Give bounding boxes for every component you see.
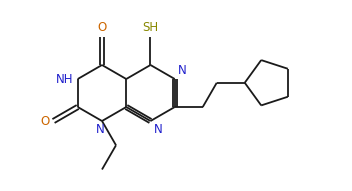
Text: NH: NH (56, 73, 74, 86)
Text: O: O (40, 114, 50, 128)
Text: O: O (98, 21, 107, 34)
Text: N: N (96, 123, 105, 136)
Text: SH: SH (143, 21, 158, 34)
Text: N: N (178, 64, 187, 77)
Text: N: N (153, 123, 162, 136)
